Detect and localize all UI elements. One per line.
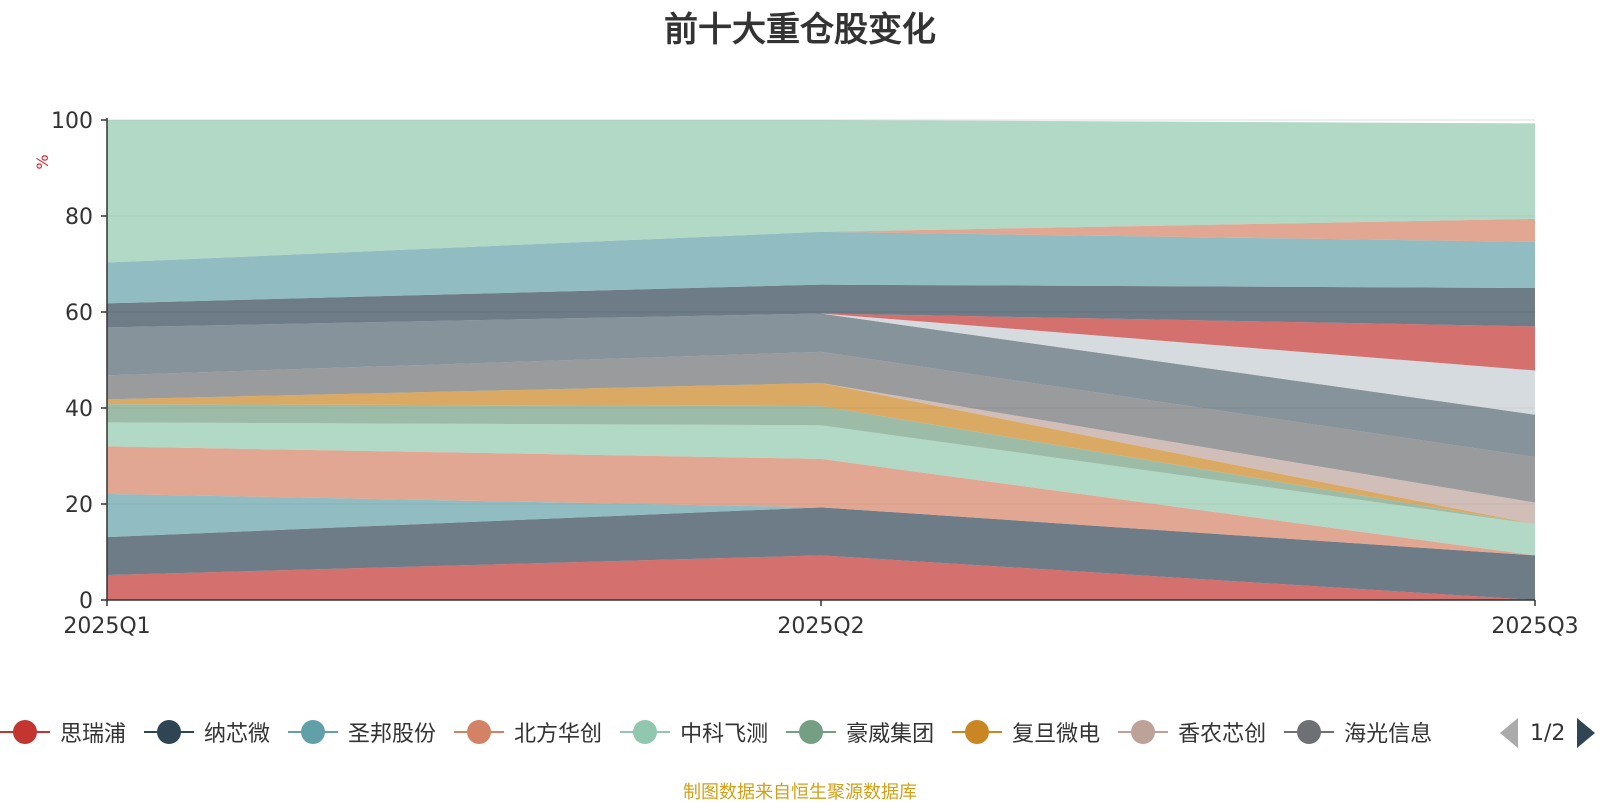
area-series-7 bbox=[107, 383, 1535, 525]
legend-item[interactable]: 中科飞测 bbox=[620, 712, 768, 752]
y-tick-label: 40 bbox=[65, 397, 93, 422]
legend-marker-icon bbox=[0, 720, 50, 744]
x-tick-label: 2025Q3 bbox=[1491, 614, 1578, 639]
legend-item-label: 圣邦股份 bbox=[348, 722, 437, 747]
area-series-5 bbox=[107, 422, 1535, 556]
data-source-note: 制图数据来自恒生聚源数据库 bbox=[683, 782, 917, 803]
legend-item-label: 中科飞测 bbox=[680, 722, 769, 747]
legend-page-indicator: 1/2 bbox=[1530, 720, 1566, 746]
legend-item-label: 香农芯创 bbox=[1178, 722, 1267, 747]
y-tick-label: 60 bbox=[65, 301, 93, 326]
legend-item[interactable]: 豪威集团 bbox=[786, 712, 934, 752]
legend-marker-icon bbox=[786, 720, 837, 744]
legend-marker-icon bbox=[288, 720, 339, 744]
y-axis-unit-label: % bbox=[33, 154, 52, 169]
legend-item-label: 豪威集团 bbox=[846, 722, 935, 747]
area-series-1 bbox=[107, 555, 1535, 600]
y-tick-label: 100 bbox=[51, 109, 93, 134]
legend-pager: 1/2 bbox=[1500, 716, 1596, 750]
area-series-10 bbox=[107, 313, 1535, 457]
legend-item[interactable]: 香农芯创 bbox=[1118, 712, 1266, 752]
y-tick-label: 80 bbox=[65, 205, 93, 230]
legend-marker-icon bbox=[144, 720, 195, 744]
x-tick-label: 2025Q2 bbox=[777, 614, 864, 639]
legend-item[interactable]: 北方华创 bbox=[454, 712, 602, 752]
area-series-14 bbox=[107, 231, 1535, 304]
area-series-15 bbox=[107, 218, 1535, 263]
chart-plot: 0 20 40 60 80 100 2025Q1 2025Q2 2025Q3 % bbox=[33, 109, 1579, 639]
legend-marker-icon bbox=[1118, 720, 1169, 744]
area-series-9 bbox=[107, 351, 1535, 503]
area-series-16 bbox=[107, 120, 1535, 263]
legend-item[interactable]: 海光信息 bbox=[1284, 712, 1432, 752]
legend-item[interactable]: 圣邦股份 bbox=[288, 712, 436, 752]
legend-marker-icon bbox=[952, 720, 1003, 744]
legend-item-label: 纳芯微 bbox=[204, 722, 271, 747]
legend-marker-icon bbox=[1284, 720, 1335, 744]
legend: 思瑞浦 纳芯微 圣邦股份 北方华创 中科飞测 豪威集团 复旦微电 香农芯创 海光信息 bbox=[0, 712, 1482, 752]
legend-item[interactable]: 思瑞浦 bbox=[0, 712, 126, 752]
legend-item[interactable]: 复旦微电 bbox=[952, 712, 1100, 752]
y-tick-label: 20 bbox=[65, 493, 93, 518]
legend-next-page-icon[interactable] bbox=[1577, 718, 1596, 748]
area-series-13 bbox=[107, 284, 1535, 328]
area-series-2 bbox=[107, 507, 1535, 600]
legend-marker-icon bbox=[620, 720, 671, 744]
area-series-3 bbox=[107, 493, 1535, 556]
area-series-6 bbox=[107, 404, 1535, 525]
legend-item-label: 复旦微电 bbox=[1012, 722, 1101, 747]
legend-item-label: 北方华创 bbox=[514, 722, 603, 747]
chart-title: 前十大重仓股变化 bbox=[664, 10, 936, 50]
area-series-12 bbox=[107, 313, 1535, 371]
x-tick-label: 2025Q1 bbox=[63, 614, 150, 639]
legend-marker-icon bbox=[454, 720, 505, 744]
y-tick-label: 0 bbox=[79, 589, 93, 614]
legend-item-label: 思瑞浦 bbox=[60, 722, 127, 747]
area-series-4 bbox=[107, 446, 1535, 556]
area-series-11 bbox=[107, 313, 1535, 415]
legend-item-label: 海光信息 bbox=[1344, 722, 1433, 747]
legend-prev-page-icon[interactable] bbox=[1500, 718, 1518, 748]
legend-item[interactable]: 纳芯微 bbox=[144, 712, 270, 752]
